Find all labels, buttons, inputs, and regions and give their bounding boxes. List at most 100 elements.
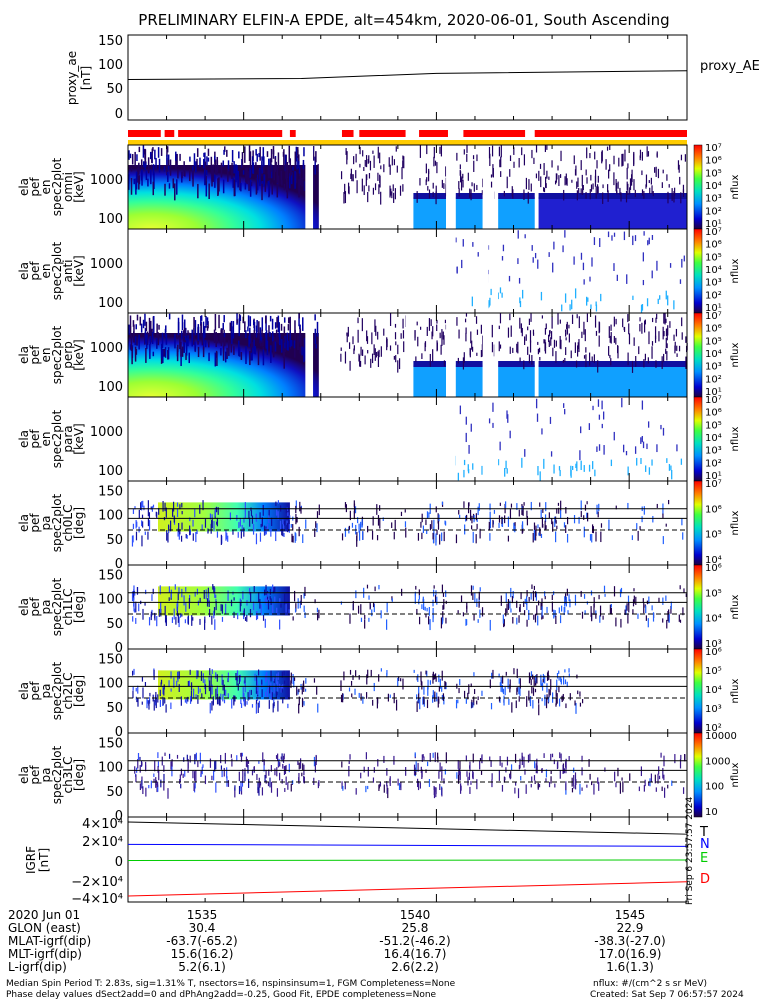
spectrogram-streak [258, 321, 260, 338]
spectrogram-streak [541, 428, 543, 435]
pitch-angle-streak [600, 523, 603, 528]
pitch-angle-streak [237, 612, 239, 620]
pitch-angle-streak [537, 615, 539, 626]
pitch-angle-streak [393, 531, 395, 540]
spectrogram-streak [218, 314, 220, 329]
footer-row-label: MLAT-igrf(dip) [8, 934, 91, 948]
pitch-angle-streak [466, 514, 468, 521]
spectrogram-streak [492, 422, 494, 428]
pitch-angle-streak [191, 615, 193, 626]
footer-created: Created: Sat Sep 7 06:57:57 2024 [590, 990, 744, 1000]
pitch-angle-streak [141, 701, 143, 705]
pitch-angle-streak [159, 699, 161, 707]
spectrogram-streak [236, 313, 238, 325]
pitch-angle-streak [239, 602, 241, 612]
pitch-angle-streak [475, 534, 477, 544]
pitch-angle-streak [244, 677, 246, 684]
spectrogram-streak [499, 159, 501, 168]
spectrogram-streak [458, 329, 460, 339]
pitch-angle-streak [168, 597, 170, 601]
pitch-angle-streak [318, 504, 320, 516]
pitch-angle-streak [283, 680, 286, 684]
spectrogram-streak [661, 182, 663, 188]
pitch-angle-streak [204, 518, 207, 528]
spectrogram-streak [646, 443, 648, 450]
spectrogram-streak [575, 360, 578, 368]
spectrogram-streak [261, 169, 263, 174]
pitch-angle-streak [498, 515, 501, 523]
spectrogram-streak [492, 402, 494, 412]
colorbar-tick-label: 10⁴ [705, 555, 722, 566]
spectrogram-streak [194, 341, 196, 352]
colorbar-tick-label: 10⁷ [705, 311, 722, 322]
spectrogram-streak [204, 169, 206, 186]
pitch-angle-streak [178, 587, 180, 595]
spectrogram-streak [414, 330, 416, 338]
spectrogram-streak [212, 164, 214, 182]
y-tick-label: 150 [98, 736, 123, 751]
spectrogram-streak [203, 152, 205, 157]
spectrogram-streak [167, 347, 170, 360]
pitch-angle-streak [476, 700, 478, 705]
spectrogram-streak [218, 177, 220, 192]
pitch-angle-streak [211, 517, 213, 529]
pitch-angle-streak [433, 585, 435, 589]
spectrogram-streak [651, 235, 654, 240]
y-axis-label: pef [28, 765, 42, 785]
spectrogram-streak [500, 171, 502, 177]
pitch-angle-streak [427, 761, 429, 767]
pitch-angle-streak [541, 606, 543, 618]
pitch-angle-streak [546, 606, 548, 613]
pitch-angle-streak [386, 602, 388, 613]
spectrogram-streak [154, 149, 156, 160]
pitch-angle-streak [174, 584, 176, 590]
pitch-angle-streak [157, 761, 160, 768]
spectrogram-streak [578, 187, 580, 194]
pitch-angle-streak [530, 671, 533, 678]
pitch-angle-streak [173, 677, 175, 688]
pitch-angle-streak [466, 602, 468, 613]
pitch-angle-streak [186, 535, 188, 539]
spectrogram-streak [260, 340, 262, 347]
spectrogram-streak [245, 330, 247, 339]
spectrogram-streak [283, 352, 285, 369]
spectrogram-streak [262, 349, 265, 366]
pitch-angle-streak [187, 758, 189, 769]
pitch-angle-streak [422, 696, 424, 705]
pitch-angle-streak [600, 531, 602, 543]
pitch-angle-streak [151, 594, 153, 601]
spectrogram-streak [258, 153, 260, 158]
colorbar-tick-label: 10⁵ [705, 168, 722, 179]
spectrogram-streak [274, 322, 277, 329]
spectrogram-streak [222, 160, 225, 167]
spectrogram-streak [613, 336, 615, 343]
spectrogram-streak [179, 337, 181, 350]
pitch-angle-streak [674, 754, 676, 764]
pitch-angle-streak [182, 773, 184, 778]
y-axis-label: spec2plot [50, 157, 64, 216]
pitch-angle-streak [133, 602, 135, 612]
pitch-angle-streak [466, 619, 468, 625]
spectrogram-streak [274, 341, 277, 352]
y-axis-label: [nT] [37, 848, 51, 872]
pitch-angle-streak [444, 680, 446, 690]
spectrogram-streak [624, 149, 626, 162]
spectrogram-streak [471, 296, 473, 307]
pitch-angle-streak [303, 605, 305, 612]
spectrogram-streak [651, 341, 654, 346]
spectrogram-streak [455, 237, 457, 243]
pitch-angle-streak [571, 787, 574, 793]
spectrogram-streak [221, 328, 223, 342]
spectrogram-streak [673, 334, 675, 341]
pitch-angle-streak [180, 768, 183, 776]
pitch-angle-streak [356, 535, 358, 547]
spectrogram-streak [582, 262, 585, 271]
pitch-angle-streak [665, 523, 667, 527]
pitch-angle-streak [604, 767, 606, 772]
pitch-angle-streak [428, 778, 431, 787]
pitch-angle-streak [133, 668, 135, 675]
spectrogram-streak [183, 342, 186, 353]
spectrogram-streak [380, 346, 382, 357]
pitch-angle-streak [539, 502, 541, 507]
pitch-angle-streak [167, 532, 169, 543]
